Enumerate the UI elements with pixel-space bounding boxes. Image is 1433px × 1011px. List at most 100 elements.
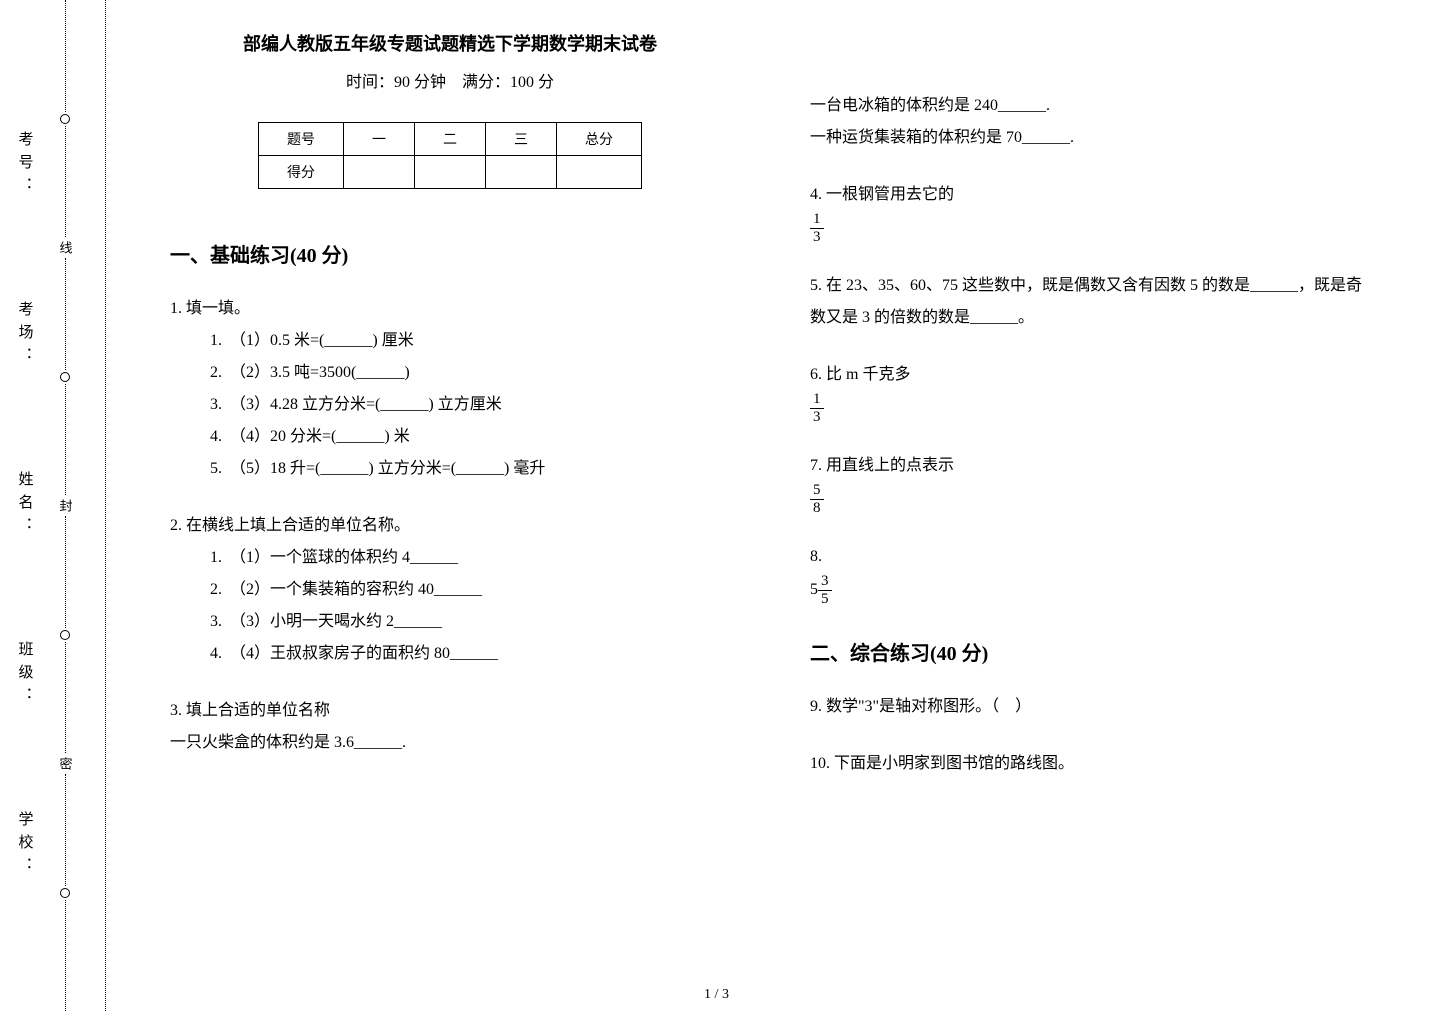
dots [65, 126, 66, 238]
list-item: 1. （1）0.5 米=(______) 厘米 [210, 325, 730, 357]
binding-margin: 考号： 考场： 姓名： 班级： 学校： 线 封 密 [0, 0, 120, 1011]
circle-icon [60, 114, 70, 124]
list-item: 2. （2）一个集装箱的容积约 40______ [210, 574, 730, 606]
label-xuexiao: 学校： [15, 811, 36, 880]
dots [65, 774, 66, 886]
th-2: 二 [415, 123, 486, 156]
section-1-heading: 一、基础练习(40 分) [170, 239, 730, 268]
q9-stem: 9. 数学"3"是轴对称图形。（ ） [810, 691, 1370, 723]
numerator: 1 [810, 211, 824, 229]
q3-stem: 3. 填上合适的单位名称 [170, 695, 730, 727]
label-xingming: 姓名： [15, 471, 36, 540]
label-banji: 班级： [15, 641, 36, 710]
question-2: 2. 在横线上填上合适的单位名称。 1. （1）一个篮球的体积约 4______… [170, 510, 730, 670]
left-column: 部编人教版五年级专题试题精选下学期数学期末试卷 时间：90 分钟 满分：100 … [170, 30, 730, 805]
question-10: 10. 下面是小明家到图书馆的路线图。 [810, 748, 1370, 780]
q1-2: （2）3.5 吨=3500(______) [238, 364, 410, 381]
label-kaohao: 考号： [15, 131, 36, 200]
dots [65, 384, 66, 496]
cut-label-mi: 密 [56, 757, 75, 770]
vertical-form-labels: 考号： 考场： 姓名： 班级： 学校： [0, 0, 50, 1011]
td-label: 得分 [259, 156, 344, 189]
q4-stem: 4. 一根钢管用去它的 [810, 179, 1370, 211]
q3-line3: 一种运货集装箱的体积约是 70______. [810, 122, 1370, 154]
q2-1: （1）一个篮球的体积约 4______ [238, 549, 458, 566]
page-number: 1 / 3 [704, 987, 729, 1003]
q2-subitems: 1. （1）一个篮球的体积约 4______ 2. （2）一个集装箱的容积约 4… [170, 542, 730, 670]
td-blank [415, 156, 486, 189]
denominator: 8 [810, 500, 824, 517]
time-score-line: 时间：90 分钟 满分：100 分 [170, 68, 730, 92]
q2-2: （2）一个集装箱的容积约 40______ [238, 581, 482, 598]
q1-5: （5）18 升=(______) 立方分米=(______) 毫升 [238, 460, 545, 477]
q1-subitems: 1. （1）0.5 米=(______) 厘米 2. （2）3.5 吨=3500… [170, 325, 730, 485]
cut-label-xian: 线 [56, 241, 75, 254]
circle-icon [60, 630, 70, 640]
q5-stem: 5. 在 23、35、60、75 这些数中，既是偶数又含有因数 5 的数是___… [810, 270, 1370, 334]
right-column: 一台电冰箱的体积约是 240______. 一种运货集装箱的体积约是 70___… [810, 30, 1370, 805]
th-label: 题号 [259, 123, 344, 156]
list-item: 4. （4）20 分米=(______) 米 [210, 421, 730, 453]
q2-3: （3）小明一天喝水约 2______ [238, 613, 442, 630]
table-row: 题号 一 二 三 总分 [259, 123, 642, 156]
q3-line2: 一台电冰箱的体积约是 240______. [810, 90, 1370, 122]
numerator: 3 [818, 573, 832, 591]
denominator: 3 [810, 409, 824, 426]
list-item: 3. （3）小明一天喝水约 2______ [210, 606, 730, 638]
cut-label-feng: 封 [56, 499, 75, 512]
fraction-3-5: 35 [818, 573, 832, 607]
th-total: 总分 [557, 123, 642, 156]
list-item: 5. （5）18 升=(______) 立方分米=(______) 毫升 [210, 453, 730, 485]
dots [65, 516, 66, 628]
list-item: 2. （2）3.5 吨=3500(______) [210, 357, 730, 389]
td-blank [486, 156, 557, 189]
inner-dotted-line [105, 0, 106, 1011]
list-item: 1. （1）一个篮球的体积约 4______ [210, 542, 730, 574]
th-3: 三 [486, 123, 557, 156]
paper-title: 部编人教版五年级专题试题精选下学期数学期末试卷 [170, 30, 730, 56]
q2-4: （4）王叔叔家房子的面积约 80______ [238, 645, 498, 662]
table-row: 得分 [259, 156, 642, 189]
score-table: 题号 一 二 三 总分 得分 [258, 122, 642, 189]
list-item: 3. （3）4.28 立方分米=(______) 立方厘米 [210, 389, 730, 421]
q10-stem: 10. 下面是小明家到图书馆的路线图。 [810, 748, 1370, 780]
circle-icon [60, 372, 70, 382]
q3-line1: 一只火柴盒的体积约是 3.6______. [170, 727, 730, 759]
numerator: 1 [810, 391, 824, 409]
dots [65, 0, 66, 112]
cut-line: 线 封 密 [50, 0, 80, 1011]
numerator: 5 [810, 482, 824, 500]
dots [65, 900, 66, 1011]
question-3-cont: 一台电冰箱的体积约是 240______. 一种运货集装箱的体积约是 70___… [810, 90, 1370, 154]
whole: 5 [810, 581, 818, 598]
denominator: 3 [810, 229, 824, 246]
fraction-1-3: 1 3 [810, 211, 824, 245]
question-5: 5. 在 23、35、60、75 这些数中，既是偶数又含有因数 5 的数是___… [810, 270, 1370, 334]
list-item: 4. （4）王叔叔家房子的面积约 80______ [210, 638, 730, 670]
circle-icon [60, 888, 70, 898]
question-6: 6. 比 m 千克多 1 3 [810, 359, 1370, 425]
dots [65, 642, 66, 754]
question-9: 9. 数学"3"是轴对称图形。（ ） [810, 691, 1370, 723]
q1-stem: 1. 填一填。 [170, 293, 730, 325]
label-kaochang: 考场： [15, 301, 36, 370]
q6-stem: 6. 比 m 千克多 [810, 359, 1370, 391]
page-body: 部编人教版五年级专题试题精选下学期数学期末试卷 时间：90 分钟 满分：100 … [140, 0, 1433, 805]
denominator: 5 [818, 591, 832, 608]
q2-stem: 2. 在横线上填上合适的单位名称。 [170, 510, 730, 542]
q1-1: （1）0.5 米=(______) 厘米 [238, 332, 414, 349]
question-3: 3. 填上合适的单位名称 一只火柴盒的体积约是 3.6______. [170, 695, 730, 759]
question-1: 1. 填一填。 1. （1）0.5 米=(______) 厘米 2. （2）3.… [170, 293, 730, 485]
dots [65, 258, 66, 370]
q8-stem: 8. [810, 541, 1370, 573]
td-blank [344, 156, 415, 189]
section-2-heading: 二、综合练习(40 分) [810, 637, 1370, 666]
q1-4: （4）20 分米=(______) 米 [238, 428, 410, 445]
q7-stem: 7. 用直线上的点表示 [810, 450, 1370, 482]
question-8: 8. 535 [810, 541, 1370, 607]
mixed-number-5-3-5: 535 [810, 581, 832, 598]
question-7: 7. 用直线上的点表示 5 8 [810, 450, 1370, 516]
question-4: 4. 一根钢管用去它的 1 3 [810, 179, 1370, 245]
q1-3: （3）4.28 立方分米=(______) 立方厘米 [238, 396, 502, 413]
fraction-5-8: 5 8 [810, 482, 824, 516]
